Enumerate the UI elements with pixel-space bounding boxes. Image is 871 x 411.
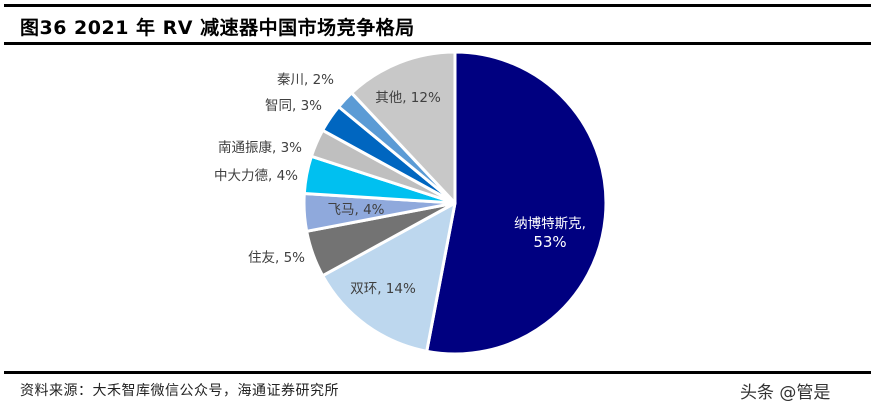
source-note: 资料来源：大禾智库微信公众号，海通证券研究所 xyxy=(20,383,339,399)
pie-slice-8 xyxy=(350,50,457,205)
pie-slice-0 xyxy=(425,50,608,356)
slice-label-7: 秦川, 2% xyxy=(277,72,334,88)
slice-label-0: 纳博特斯克, xyxy=(514,215,586,232)
pie-slices xyxy=(302,50,608,356)
slice-label-1: 双环, 14% xyxy=(350,281,416,297)
watermark: 头条 @管是 xyxy=(740,383,831,403)
slice-label-2: 住友, 5% xyxy=(248,250,305,266)
slice-label-4: 中大力德, 4% xyxy=(214,168,298,184)
slice-value-label-0: 53% xyxy=(533,233,566,251)
slice-label-5: 南通振康, 3% xyxy=(218,139,302,156)
header-bottom-rule xyxy=(4,42,871,45)
pie-labels: 纳博特斯克,53% 双环, 14% 住友, 5% 飞马, 4% 中大力德, 4% 南通振康… xyxy=(214,72,586,297)
footer-rule xyxy=(4,371,871,374)
slice-label-3: 飞马, 4% xyxy=(328,202,385,218)
slice-label-8: 其他, 12% xyxy=(375,90,441,106)
header-top-rule xyxy=(4,4,871,7)
slice-label-6: 智同, 3% xyxy=(265,98,322,114)
figure-title: 图36 2021 年 RV 减速器中国市场竞争格局 xyxy=(20,17,415,39)
pie-slice-1 xyxy=(321,201,457,353)
